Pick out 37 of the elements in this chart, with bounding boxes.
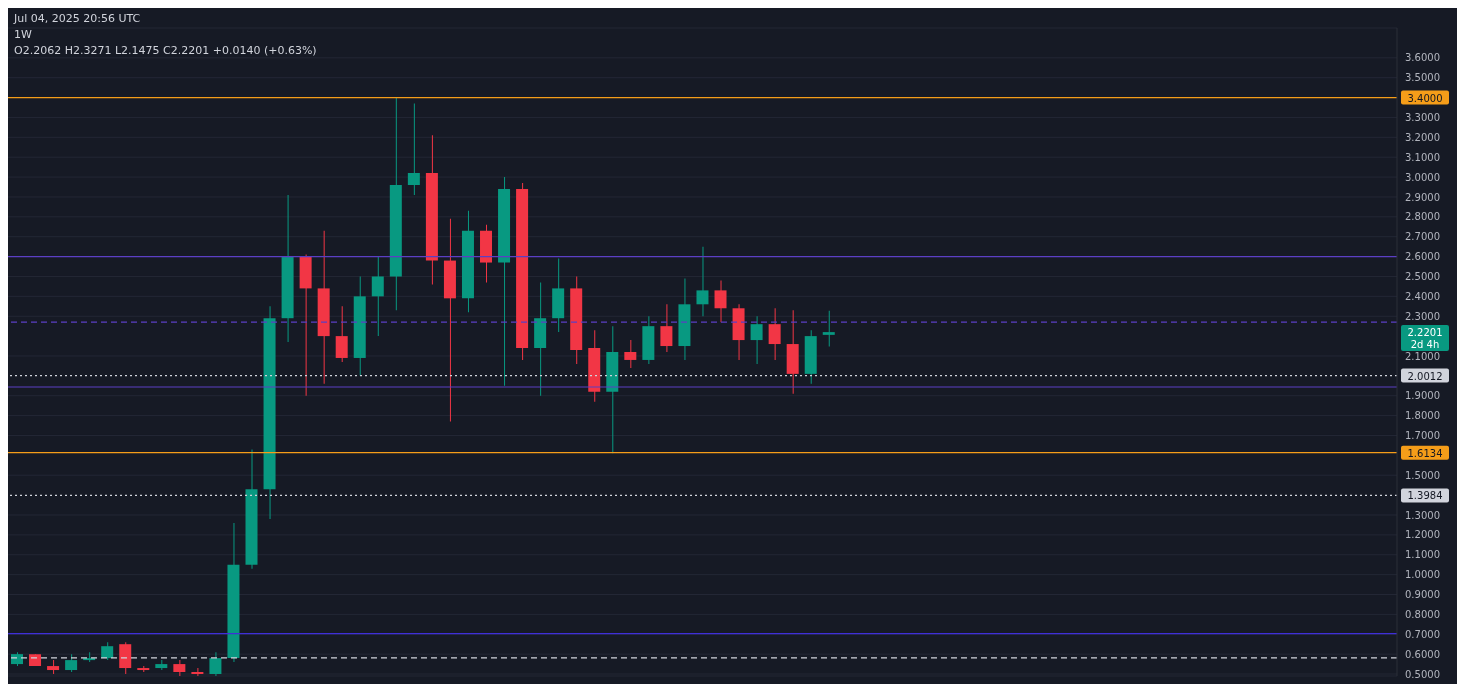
y-tick-label: 1.5000	[1405, 469, 1440, 481]
y-tick-label: 1.0000	[1405, 569, 1440, 581]
text: Jul 04, 2025 20:56 UTC	[14, 12, 142, 25]
y-tick-label: 1.9000	[1405, 390, 1440, 402]
y-tick-label: 1.8000	[1405, 410, 1440, 422]
y-tick-label: 2.9000	[1405, 191, 1440, 203]
ref-line-label: 1.3984	[1407, 490, 1443, 502]
y-tick-label: 2.5000	[1405, 271, 1440, 283]
y-tick-label: 3.0000	[1405, 171, 1440, 183]
y-tick-label: 3.1000	[1405, 151, 1440, 163]
y-tick-label: 2.4000	[1405, 290, 1440, 302]
y-tick-label: 3.2000	[1405, 131, 1440, 143]
ref-line-label: 1.6134	[1407, 447, 1443, 459]
y-tick-label: 2.7000	[1405, 231, 1440, 243]
y-tick-label: 1.7000	[1405, 430, 1440, 442]
y-tick-label: 0.7000	[1405, 628, 1440, 640]
y-tick-label: 1.2000	[1405, 529, 1440, 541]
ref-line-label: 2.0012	[1407, 370, 1443, 382]
annotation: 1W	[14, 28, 33, 41]
ref-line-label: 3.4000	[1407, 92, 1443, 104]
y-tick-label: 2.1000	[1405, 350, 1440, 362]
y-tick-label: 0.6000	[1405, 648, 1440, 660]
text: 2.2201	[1407, 327, 1443, 339]
y-tick-label: 0.9000	[1405, 589, 1440, 601]
y-tick-label: 1.1000	[1405, 549, 1440, 561]
y-tick-label: 2.6000	[1405, 251, 1440, 263]
candlestick	[822, 310, 835, 347]
text: 2d 4h	[1410, 339, 1440, 351]
y-tick-label: 3.6000	[1405, 52, 1440, 64]
y-tick-label: 2.8000	[1405, 211, 1440, 223]
y-tick-label: 0.8000	[1405, 608, 1440, 620]
y-tick-label: 0.5000	[1405, 668, 1440, 680]
annotation: O2.2062 H2.3271 L2.1475 C2.2201 +0.0140 (+0.63%)	[14, 44, 317, 57]
y-tick-label: 1.3000	[1405, 509, 1440, 521]
y-tick-label: 3.3000	[1405, 112, 1440, 123]
y-tick-label: 3.5000	[1405, 72, 1440, 84]
y-tick-label: 2.3000	[1405, 310, 1440, 322]
